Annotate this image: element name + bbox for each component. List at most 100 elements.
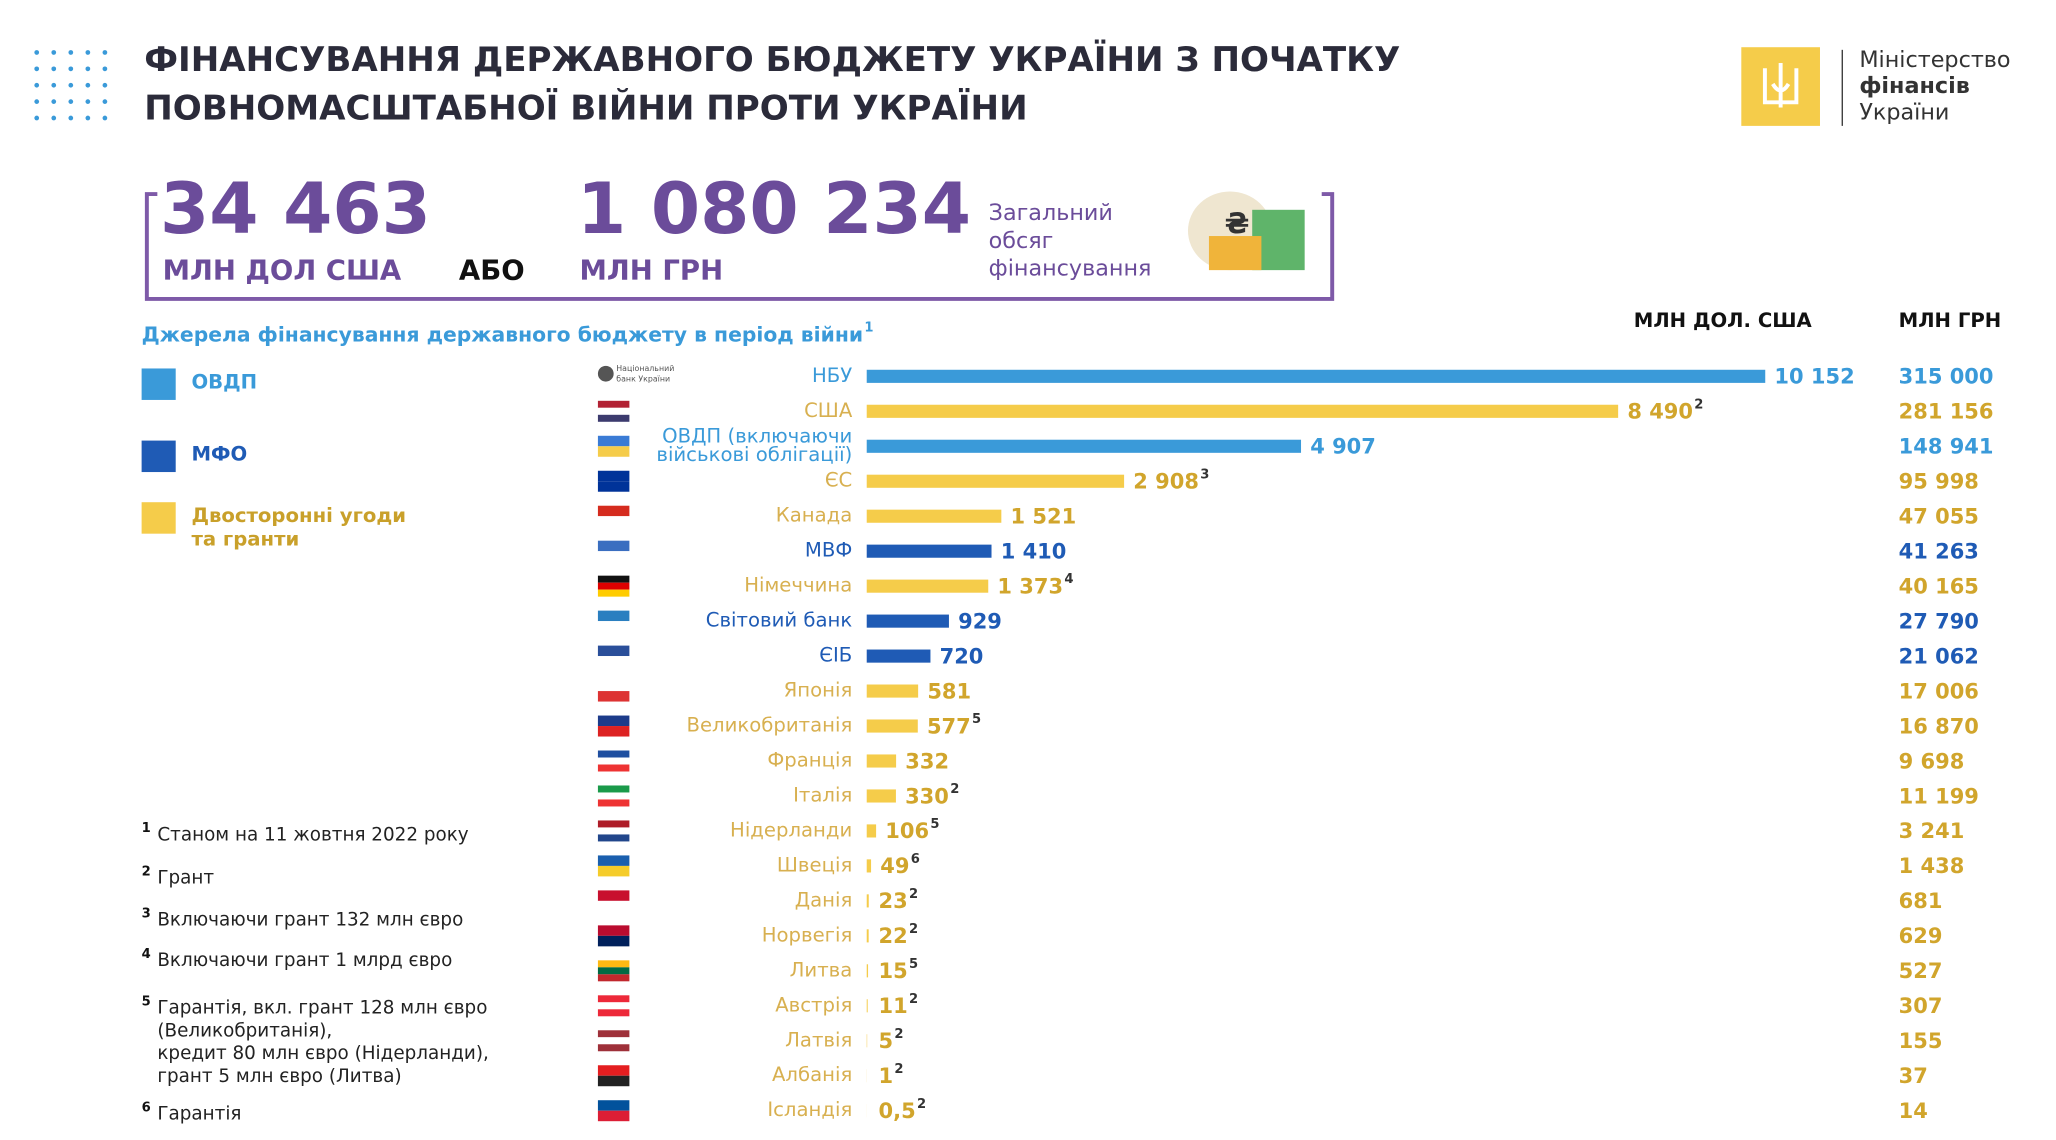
total-caption: Загальний [989, 200, 1113, 226]
flag [597, 575, 630, 583]
value-label: 11 [879, 994, 908, 1018]
bar [866, 579, 989, 593]
value-label: 720 [940, 644, 984, 668]
legend-label: ОВДП [191, 370, 257, 393]
uah-value: 1 438 [1899, 854, 1965, 878]
logo-text: банк України [616, 374, 670, 383]
dot [102, 99, 108, 104]
title-line: ФІНАНСУВАННЯ ДЕРЖАВНОГО БЮДЖЕТУ УКРАЇНИ … [144, 39, 1400, 80]
value-label: 8 490 [1627, 400, 1693, 424]
category-label: ЄС [825, 469, 852, 492]
column-header: МЛН ГРН [1899, 309, 2002, 332]
bar [866, 544, 992, 558]
value-note: 2 [950, 782, 959, 797]
category-label: Ісландія [767, 1098, 852, 1121]
category-label: Світовий банк [706, 609, 853, 632]
flag [597, 764, 630, 772]
ministry-name: України [1859, 99, 1949, 125]
bar [866, 614, 949, 628]
flag [597, 1075, 630, 1087]
logo [597, 365, 614, 382]
flag [597, 1037, 630, 1045]
bar [866, 369, 1766, 383]
category-label: Латвія [785, 1028, 852, 1051]
uah-value: 148 941 [1899, 435, 1994, 459]
flag [597, 582, 630, 590]
uah-value: 21 062 [1899, 644, 1979, 668]
value-label: 1 [879, 1064, 894, 1088]
value-label: 0,5 [879, 1099, 916, 1123]
value-label: 106 [885, 819, 929, 843]
footnote-text: Гарантія, вкл. грант 128 млн євро [157, 997, 487, 1018]
category-label: МВФ [805, 539, 852, 562]
value-note: 2 [1694, 397, 1703, 412]
footnote-mark: 2 [142, 864, 151, 879]
flag [597, 516, 630, 527]
uah-value: 37 [1899, 1064, 1928, 1088]
flag [597, 995, 630, 1003]
dot [68, 66, 74, 72]
value-note: 2 [909, 922, 918, 937]
value-note: 5 [909, 957, 918, 972]
flag [597, 820, 630, 828]
flag [597, 792, 630, 800]
footnote-mark: 6 [142, 1100, 151, 1115]
flag [597, 726, 630, 737]
flag [597, 414, 630, 422]
total-usd-unit: МЛН ДОЛ США [163, 254, 402, 286]
flag [597, 435, 630, 447]
legend-swatch [141, 502, 176, 534]
money-icon: ₴ [1187, 191, 1305, 271]
uah-value: 307 [1899, 994, 1943, 1018]
footnote-mark: 5 [142, 994, 151, 1009]
dot [102, 66, 108, 72]
flag [597, 1009, 630, 1017]
flag [597, 1030, 630, 1038]
bar [866, 754, 897, 768]
legend-swatch [141, 440, 176, 473]
flag [597, 540, 630, 552]
uah-value: 47 055 [1899, 505, 1979, 529]
bar [866, 999, 868, 1013]
value-label: 332 [905, 749, 949, 773]
uah-value: 3 241 [1899, 819, 1965, 843]
value-label: 2 908 [1133, 470, 1199, 494]
dot [34, 115, 40, 121]
uah-value: 629 [1899, 924, 1943, 948]
footnote-mark: 1 [142, 821, 151, 836]
flag [597, 960, 630, 968]
uah-value: 527 [1899, 959, 1943, 983]
bar [866, 509, 1002, 523]
dot [85, 82, 91, 88]
legend-label: МФО [191, 443, 247, 466]
flag [597, 1044, 630, 1052]
flag [597, 967, 630, 975]
dot [102, 50, 108, 55]
uah-value: 16 870 [1899, 714, 1979, 738]
dot [102, 115, 108, 121]
footnote-text: Станом на 11 жовтня 2022 року [157, 824, 468, 845]
value-note: 2 [894, 1027, 903, 1042]
uah-value: 27 790 [1899, 609, 1979, 633]
category-label: Данія [795, 888, 853, 911]
total-caption: обсяг [989, 228, 1054, 254]
or-word: АБО [459, 254, 525, 286]
total-usd: 34 463 [160, 167, 431, 250]
value-label: 1 410 [1001, 539, 1067, 563]
flag [597, 799, 630, 807]
dot [34, 66, 40, 72]
uah-value: 315 000 [1899, 365, 1994, 389]
dot [85, 66, 91, 72]
footnote-mark: 4 [142, 947, 151, 962]
dot [51, 82, 57, 88]
total-uah: 1 080 234 [577, 167, 971, 250]
footnote-mark: 3 [142, 906, 151, 921]
footnote-text: Грант [157, 868, 214, 889]
value-label: 1 373 [997, 574, 1063, 598]
bar [866, 719, 918, 733]
flag [597, 621, 630, 632]
chart-title-note: 1 [864, 320, 873, 335]
value-note: 5 [972, 712, 981, 727]
